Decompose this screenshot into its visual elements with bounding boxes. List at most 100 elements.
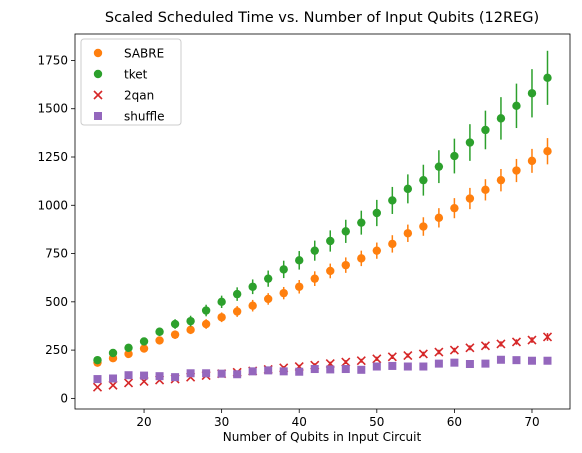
data-point [388, 196, 397, 205]
chart-title: Scaled Scheduled Time vs. Number of Inpu… [105, 10, 539, 26]
data-point-stroke [542, 332, 553, 342]
data-point [434, 162, 444, 171]
data-point-stroke [527, 335, 537, 345]
data-point [434, 359, 443, 368]
x-tick-label: 70 [524, 415, 539, 429]
data-point-stroke [434, 347, 444, 357]
data-point [217, 313, 226, 322]
data-point [139, 337, 149, 346]
data-point-stroke [511, 337, 522, 347]
data-point [186, 316, 195, 326]
data-point [527, 335, 537, 345]
data-point [341, 357, 351, 367]
data-point [357, 365, 366, 374]
data-point [450, 358, 459, 367]
data-point [403, 229, 413, 238]
data-point [217, 297, 226, 307]
data-point [263, 274, 273, 283]
data-point [356, 356, 366, 366]
data-point [326, 365, 335, 374]
legend-marker [93, 48, 103, 58]
data-point [170, 330, 180, 339]
y-tick-label: 1750 [37, 53, 68, 67]
data-point [186, 325, 195, 335]
data-point [155, 336, 164, 345]
x-tick-label: 50 [369, 415, 384, 429]
data-point [372, 362, 381, 371]
data-point [139, 344, 149, 353]
data-point [465, 360, 474, 369]
data-point [372, 354, 382, 364]
data-point [481, 185, 490, 195]
series-shuffle [93, 355, 552, 384]
plot-frame [74, 33, 571, 410]
plot-area [92, 50, 553, 392]
data-point [93, 355, 102, 365]
data-point [295, 256, 304, 265]
legend: SABRE tket 2qan shuffle [80, 38, 182, 126]
data-point [512, 356, 521, 365]
data-point [124, 343, 133, 352]
y-tick-label: 1000 [37, 198, 68, 212]
legend-box [80, 38, 182, 126]
data-point-stroke [465, 343, 475, 353]
legend-entry: SABRE [93, 47, 164, 61]
data-point-stroke [387, 352, 397, 362]
data-point [387, 352, 397, 362]
data-point [450, 151, 459, 161]
legend-marker [94, 112, 102, 120]
data-point [108, 348, 118, 358]
data-point [434, 347, 444, 357]
data-point [419, 175, 428, 185]
data-point [264, 366, 273, 375]
data-point [357, 254, 366, 263]
data-point [232, 289, 242, 299]
data-point-stroke [418, 349, 428, 359]
data-point [93, 375, 102, 384]
data-point [140, 371, 149, 380]
data-point [403, 184, 413, 194]
data-point [496, 114, 506, 123]
data-point [481, 125, 490, 135]
data-point [357, 218, 366, 227]
data-point [123, 378, 134, 388]
data-point [279, 288, 288, 298]
y-tick-label: 1500 [37, 102, 68, 116]
data-point [543, 147, 552, 156]
data-point [263, 294, 273, 304]
data-point [419, 362, 428, 371]
data-point [496, 175, 506, 185]
data-point-stroke [480, 341, 490, 351]
data-point [248, 282, 257, 291]
data-point [201, 319, 211, 329]
y-tick-label: 0 [60, 391, 68, 405]
data-point [527, 89, 537, 98]
data-point [326, 266, 335, 276]
legend-label: shuffle [124, 110, 164, 124]
axes: 20 30 40 50 60 70 0 250 500 750 1000 1250 1500 1750 [37, 33, 571, 429]
data-point [202, 369, 211, 378]
data-point [418, 349, 428, 359]
y-tick-label: 500 [45, 295, 68, 309]
legend-label: SABRE [124, 47, 164, 61]
y-tick-label: 1250 [37, 150, 68, 164]
data-point [512, 101, 521, 111]
legend-label: tket [124, 68, 148, 82]
data-point [434, 213, 444, 223]
data-point-stroke [496, 339, 506, 349]
data-point [124, 349, 133, 359]
data-point [527, 356, 536, 365]
data-point [295, 367, 304, 376]
data-point-stroke [403, 350, 413, 361]
x-tick-label: 20 [136, 415, 151, 429]
data-point [527, 156, 537, 166]
data-point [388, 361, 397, 370]
data-point [496, 339, 506, 349]
data-point [403, 350, 413, 361]
data-point [481, 359, 490, 368]
data-point [542, 332, 553, 342]
data-point-stroke [123, 378, 134, 388]
data-point [171, 373, 180, 382]
data-point [295, 282, 304, 291]
data-point [388, 239, 397, 249]
